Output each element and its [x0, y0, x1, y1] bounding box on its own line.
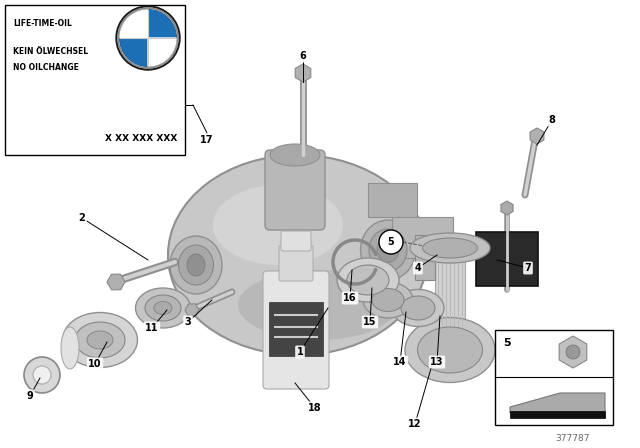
Ellipse shape [145, 295, 181, 321]
FancyBboxPatch shape [368, 183, 417, 217]
Polygon shape [148, 10, 176, 38]
Text: 11: 11 [145, 323, 159, 333]
Polygon shape [120, 10, 148, 38]
Ellipse shape [75, 322, 125, 358]
Circle shape [116, 6, 180, 70]
Ellipse shape [360, 220, 415, 280]
Ellipse shape [187, 254, 205, 276]
Ellipse shape [392, 289, 444, 327]
Text: KEIN ÖLWECHSEL: KEIN ÖLWECHSEL [13, 47, 88, 56]
Ellipse shape [87, 331, 113, 349]
Text: 3: 3 [184, 317, 191, 327]
Circle shape [379, 230, 403, 254]
Polygon shape [435, 245, 465, 350]
Ellipse shape [170, 236, 222, 294]
Text: 1: 1 [296, 347, 303, 357]
Text: 16: 16 [343, 293, 356, 303]
Text: 9: 9 [27, 391, 33, 401]
Ellipse shape [363, 282, 413, 318]
Text: 4: 4 [415, 263, 421, 273]
Ellipse shape [154, 302, 172, 314]
Ellipse shape [422, 238, 477, 258]
Ellipse shape [417, 327, 483, 373]
FancyBboxPatch shape [495, 330, 613, 425]
Text: 5: 5 [503, 338, 511, 348]
Circle shape [118, 8, 178, 68]
Ellipse shape [401, 296, 435, 320]
Text: 7: 7 [525, 263, 531, 273]
Text: 12: 12 [408, 419, 422, 429]
FancyBboxPatch shape [392, 217, 453, 258]
Ellipse shape [369, 229, 407, 271]
Ellipse shape [61, 327, 79, 369]
Text: 10: 10 [88, 359, 102, 369]
Ellipse shape [238, 270, 398, 340]
Circle shape [566, 345, 580, 359]
Text: 8: 8 [548, 115, 556, 125]
Text: 5: 5 [388, 237, 394, 247]
Ellipse shape [63, 313, 138, 367]
Ellipse shape [179, 245, 214, 285]
Text: 17: 17 [200, 135, 214, 145]
Ellipse shape [410, 233, 490, 263]
Ellipse shape [136, 288, 191, 328]
Text: 14: 14 [393, 357, 407, 367]
Text: 6: 6 [300, 51, 307, 61]
FancyBboxPatch shape [476, 232, 538, 286]
FancyBboxPatch shape [263, 271, 329, 389]
Polygon shape [510, 393, 605, 413]
Text: X XX XXX XXX: X XX XXX XXX [104, 134, 177, 143]
Text: LIFE-TIME-OIL: LIFE-TIME-OIL [13, 19, 72, 28]
Polygon shape [415, 235, 455, 280]
FancyBboxPatch shape [265, 150, 325, 230]
Ellipse shape [372, 289, 404, 311]
Circle shape [24, 357, 60, 393]
FancyBboxPatch shape [279, 245, 313, 281]
Text: 2: 2 [79, 213, 85, 223]
Ellipse shape [347, 265, 389, 295]
FancyBboxPatch shape [269, 302, 323, 356]
Text: NO OILCHANGE: NO OILCHANGE [13, 63, 79, 72]
Text: 15: 15 [364, 317, 377, 327]
Ellipse shape [168, 155, 428, 355]
FancyBboxPatch shape [510, 411, 605, 418]
Ellipse shape [377, 237, 399, 263]
Circle shape [429, 242, 441, 254]
Ellipse shape [270, 144, 320, 166]
Circle shape [33, 366, 51, 384]
Text: 18: 18 [308, 403, 322, 413]
Polygon shape [148, 38, 176, 66]
Circle shape [120, 10, 176, 66]
Ellipse shape [213, 185, 343, 265]
FancyBboxPatch shape [281, 231, 311, 251]
Text: 13: 13 [430, 357, 444, 367]
Polygon shape [120, 38, 148, 66]
Ellipse shape [337, 258, 399, 302]
Text: 377787: 377787 [556, 434, 590, 443]
Ellipse shape [405, 318, 495, 383]
FancyBboxPatch shape [5, 5, 185, 155]
